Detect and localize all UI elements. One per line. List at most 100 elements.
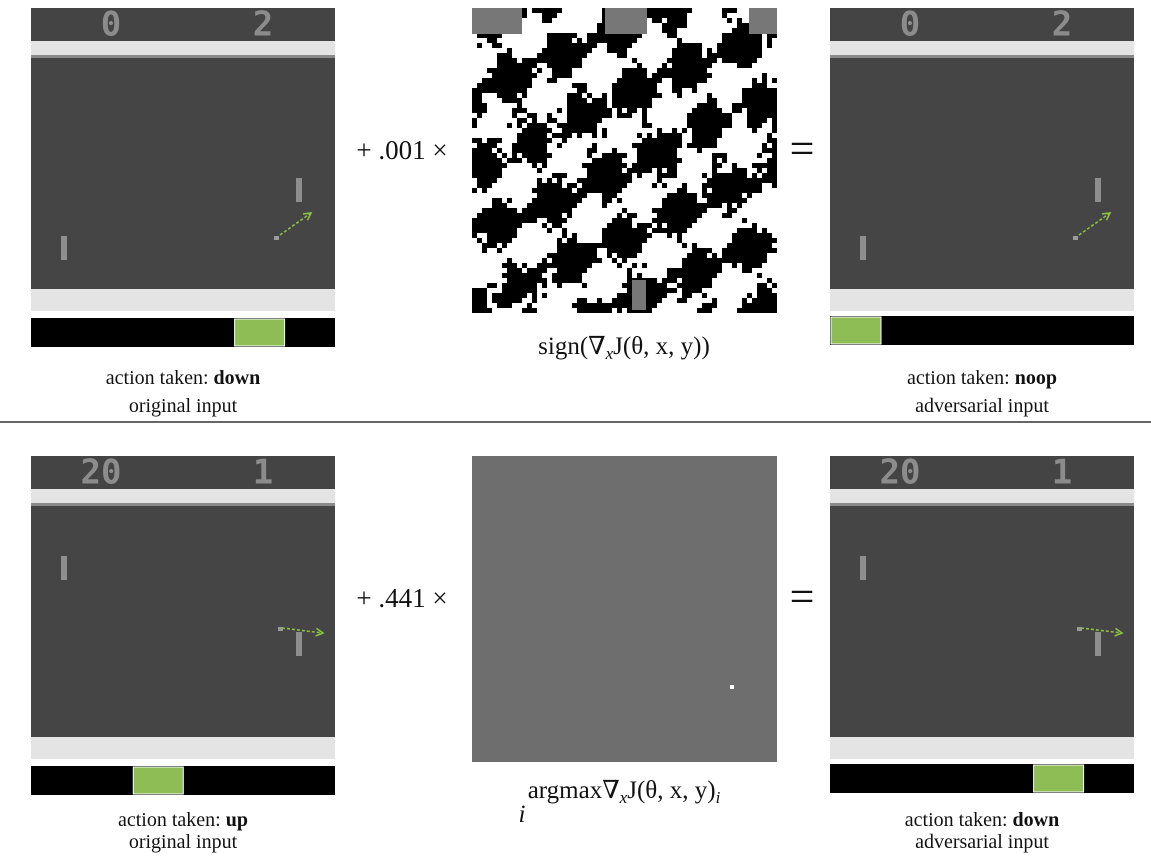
noise-pixel <box>492 218 497 223</box>
noise-pixel <box>762 148 767 153</box>
noise-pixel <box>592 148 597 153</box>
noise-pixel <box>472 293 477 298</box>
noise-pixel <box>687 203 692 208</box>
noise-pixel <box>572 98 577 103</box>
noise-pixel <box>507 303 512 308</box>
noise-pixel <box>472 138 477 143</box>
noise-pixel <box>707 263 712 268</box>
noise-pixel <box>517 143 522 148</box>
noise-pixel <box>582 253 587 258</box>
noise-pixel <box>497 213 502 218</box>
noise-pixel <box>567 263 572 268</box>
noise-pixel <box>657 158 662 163</box>
noise-pixel <box>697 138 702 143</box>
noise-pixel <box>667 213 672 218</box>
noise-pixel <box>687 48 692 53</box>
noise-pixel <box>547 263 552 268</box>
noise-pixel <box>672 218 677 223</box>
noise-pixel <box>542 198 547 203</box>
noise-pixel <box>472 163 477 168</box>
noise-pixel <box>512 93 517 98</box>
noise-pixel <box>732 48 737 53</box>
noise-pixel <box>592 308 597 313</box>
noise-pixel <box>652 13 657 18</box>
noise-pixel <box>772 143 777 148</box>
noise-pixel <box>757 233 762 238</box>
noise-pixel <box>772 308 777 313</box>
noise-pixel <box>642 143 647 148</box>
noise-pixel <box>657 173 662 178</box>
noise-pixel <box>692 88 697 93</box>
noise-pixel <box>717 113 722 118</box>
noise-pixel <box>557 173 562 178</box>
noise-pixel <box>767 148 772 153</box>
noise-pixel <box>722 53 727 58</box>
noise-pixel <box>712 263 717 268</box>
noise-pixel <box>552 68 557 73</box>
noise-pixel <box>567 48 572 53</box>
noise-pixel <box>682 48 687 53</box>
noise-pixel <box>642 123 647 128</box>
noise-pixel <box>717 188 722 193</box>
noise-pixel <box>477 298 482 303</box>
noise-pixel <box>542 278 547 283</box>
noise-pixel <box>597 98 602 103</box>
noise-pixel <box>587 243 592 248</box>
noise-pixel <box>682 13 687 18</box>
noise-pixel <box>552 48 557 53</box>
noise-pixel <box>697 133 702 138</box>
noise-pixel <box>482 248 487 253</box>
top-wall <box>31 489 335 503</box>
noise-pixel <box>722 43 727 48</box>
noise-pixel <box>692 258 697 263</box>
noise-pixel <box>742 168 747 173</box>
noise-pixel <box>737 193 742 198</box>
noise-pixel <box>692 138 697 143</box>
noise-pixel <box>742 258 747 263</box>
noise-pixel <box>497 43 502 48</box>
noise-pixel <box>692 73 697 78</box>
noise-pixel <box>552 263 557 268</box>
noise-pixel <box>482 213 487 218</box>
noise-pixel <box>622 93 627 98</box>
noise-pixel <box>712 153 717 158</box>
noise-pixel <box>622 38 627 43</box>
noise-pixel <box>602 173 607 178</box>
noise-pixel <box>682 223 687 228</box>
noise-pixel <box>577 258 582 263</box>
noise-pixel <box>657 68 662 73</box>
noise-pixel <box>477 108 482 113</box>
noise-pixel <box>622 48 627 53</box>
noise-pixel <box>552 208 557 213</box>
noise-pixel <box>622 153 627 158</box>
noise-pixel <box>772 123 777 128</box>
noise-pixel <box>482 153 487 158</box>
noise-pixel <box>607 248 612 253</box>
noise-pixel <box>622 78 627 83</box>
noise-pixel <box>597 173 602 178</box>
noise-pixel <box>567 203 572 208</box>
noise-pixel <box>772 98 777 103</box>
noise-pixel <box>717 53 722 58</box>
noise-pixel <box>642 108 647 113</box>
noise-pixel <box>552 63 557 68</box>
noise-pixel <box>482 83 487 88</box>
noise-pixel <box>692 63 697 68</box>
noise-pixel <box>547 58 552 63</box>
noise-pixel <box>517 158 522 163</box>
noise-pixel <box>712 268 717 273</box>
noise-pixel <box>607 108 612 113</box>
noise-pixel <box>747 238 752 243</box>
noise-pixel <box>577 178 582 183</box>
noise-pixel <box>687 293 692 298</box>
noise-pixel <box>727 188 732 193</box>
noise-pixel <box>657 208 662 213</box>
action-prefix: action taken: <box>907 367 1010 389</box>
noise-pixel <box>682 68 687 73</box>
noise-pixel <box>672 198 677 203</box>
noise-pixel <box>757 38 762 43</box>
noise-pixel <box>737 248 742 253</box>
noise-pixel <box>712 188 717 193</box>
noise-pixel <box>652 163 657 168</box>
noise-pixel <box>682 228 687 233</box>
